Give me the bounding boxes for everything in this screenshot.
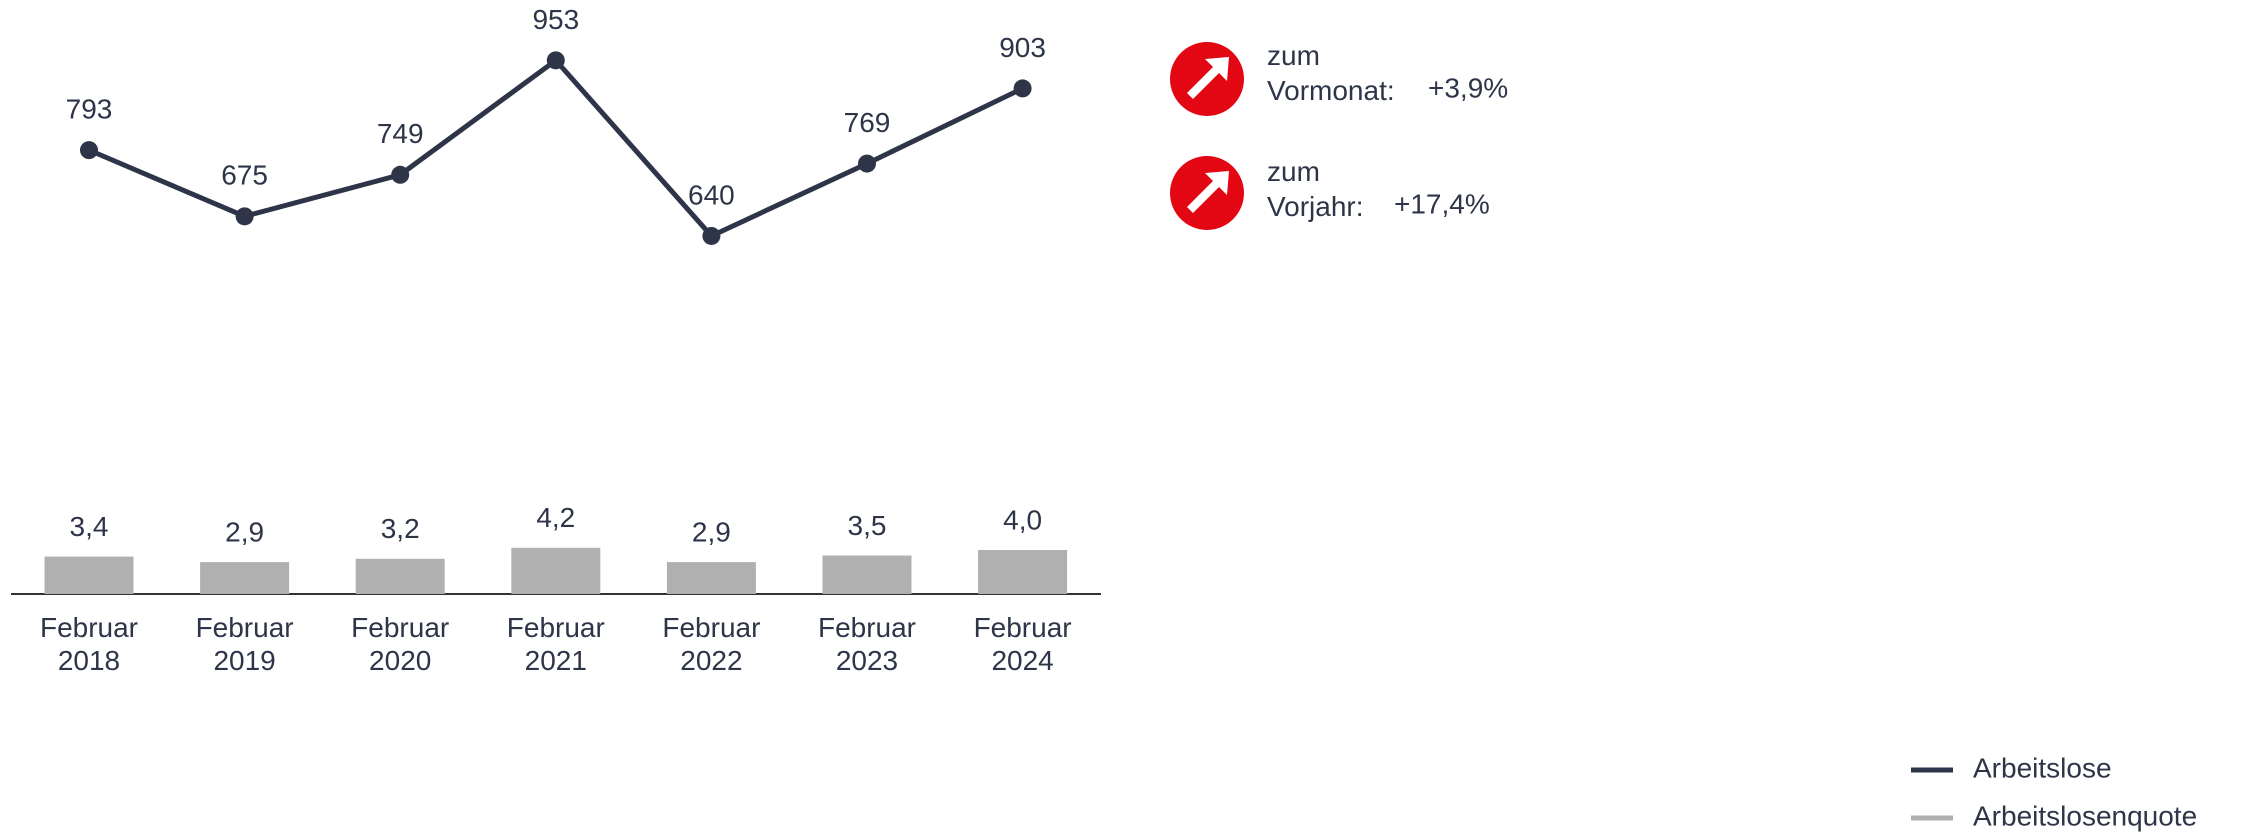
point [235,207,254,226]
x-tick-label: Februar 2021 [507,612,605,676]
x-tick-label: Februar 2022 [662,612,760,676]
data-label: 640 [688,179,735,210]
trend-icon [1170,42,1244,116]
annotation-text: zum Vormonat: [1267,40,1395,106]
data-label: 953 [532,4,579,35]
bar [200,562,290,594]
x-tick-label: Februar 2024 [974,612,1072,676]
x-tick-label: Februar 2023 [818,612,916,676]
data-label: 2,9 [225,516,264,547]
data-label: 2,9 [692,516,731,547]
data-label: 903 [999,32,1046,63]
data-label: 675 [221,160,268,191]
bar [978,550,1068,594]
x-tick-label: Februar 2019 [196,612,294,676]
bar [355,558,445,594]
legend-label: Arbeitslose [1973,752,2112,783]
data-label: 4,0 [1003,504,1042,535]
line [88,57,1024,239]
data-label: 793 [66,94,113,125]
point [702,226,721,245]
data-label: 3,2 [381,513,420,544]
trend-icon [1170,156,1244,230]
data-label: 749 [377,118,424,149]
annotation-value: +3,9% [1428,72,1508,103]
data-label: 769 [844,107,891,138]
bar [511,547,601,594]
legend-label: Arbeitslosenquote [1973,800,2197,831]
data-label: 3,5 [848,510,887,541]
point [80,141,98,160]
point [1013,79,1032,98]
point [858,154,876,173]
annotation-text: zum Vorjahr: [1267,156,1364,222]
data-label: 4,2 [536,502,575,533]
x-tick-label: Februar 2020 [351,612,449,676]
bar [666,562,756,594]
point [391,165,410,184]
annotation-value: +17,4% [1394,188,1490,219]
point [546,51,565,70]
data-label: 3,4 [70,511,109,542]
x-tick-label: Februar 2018 [40,612,138,676]
bar [822,555,912,594]
bar [44,556,134,594]
